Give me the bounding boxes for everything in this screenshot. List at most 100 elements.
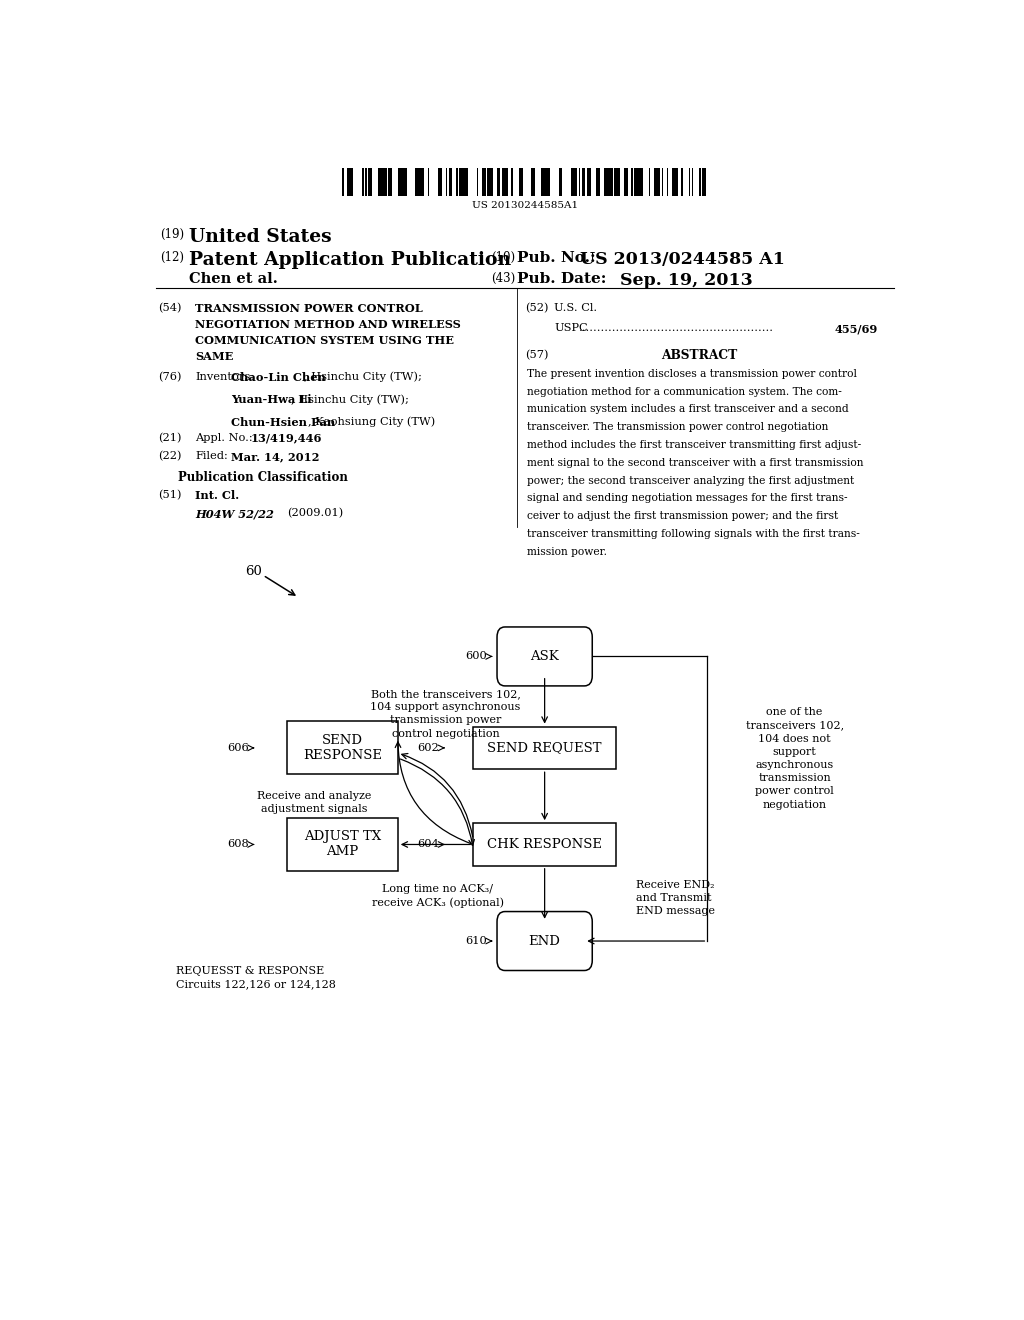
Bar — [369, 168, 372, 195]
Text: US 2013/0244585 A1: US 2013/0244585 A1 — [581, 251, 785, 268]
Bar — [473, 726, 616, 770]
Text: (2009.01): (2009.01) — [287, 508, 343, 519]
Text: United States: United States — [189, 227, 332, 246]
Text: ASK: ASK — [530, 649, 559, 663]
Bar — [624, 168, 628, 195]
Text: 610: 610 — [465, 936, 486, 946]
Bar — [438, 168, 442, 195]
Bar — [477, 168, 478, 195]
Text: (22): (22) — [158, 451, 181, 462]
Bar — [347, 168, 353, 195]
Bar — [449, 168, 453, 195]
Text: one of the
transceivers 102,
104 does not
support
asynchronous
transmission
powe: one of the transceivers 102, 104 does no… — [745, 708, 844, 809]
Text: Appl. No.:: Appl. No.: — [196, 433, 253, 442]
Text: SEND
RESPONSE: SEND RESPONSE — [303, 734, 382, 762]
Text: signal and sending negotiation messages for the first trans-: signal and sending negotiation messages … — [527, 494, 848, 503]
Bar — [667, 168, 669, 195]
Text: ment signal to the second transceiver with a first transmission: ment signal to the second transceiver wi… — [527, 458, 863, 467]
Text: Chao-Lin Chen: Chao-Lin Chen — [231, 372, 326, 383]
Text: (10): (10) — [492, 251, 516, 264]
Bar — [445, 168, 447, 195]
Text: Long time no ACK₃/
receive ACK₃ (optional): Long time no ACK₃/ receive ACK₃ (optiona… — [372, 884, 504, 908]
Text: (19): (19) — [160, 227, 184, 240]
Text: , Hsinchu City (TW);: , Hsinchu City (TW); — [304, 372, 422, 383]
Text: 602: 602 — [418, 743, 439, 752]
Bar — [634, 168, 643, 195]
Bar — [482, 168, 485, 195]
Text: 604: 604 — [418, 840, 439, 850]
Bar — [662, 168, 663, 195]
Text: Receive END₂
and Transmit
END message: Receive END₂ and Transmit END message — [636, 880, 715, 916]
Bar — [654, 168, 660, 195]
Bar — [502, 168, 508, 195]
Text: (51): (51) — [158, 490, 181, 500]
Bar — [631, 168, 633, 195]
Text: Inventors:: Inventors: — [196, 372, 254, 381]
Bar — [604, 168, 612, 195]
Bar — [378, 168, 387, 195]
Text: US 20130244585A1: US 20130244585A1 — [472, 201, 578, 210]
Bar — [582, 168, 586, 195]
Text: transceiver transmitting following signals with the first trans-: transceiver transmitting following signa… — [527, 529, 860, 539]
Bar — [362, 168, 364, 195]
Text: 60: 60 — [246, 565, 262, 578]
Text: SEND REQUEST: SEND REQUEST — [487, 742, 602, 755]
Text: The present invention discloses a transmission power control: The present invention discloses a transm… — [527, 368, 857, 379]
Text: ADJUST TX
AMP: ADJUST TX AMP — [304, 830, 381, 858]
Text: (12): (12) — [160, 251, 183, 264]
FancyBboxPatch shape — [497, 912, 592, 970]
Text: Publication Classification: Publication Classification — [178, 471, 348, 484]
Text: (76): (76) — [158, 372, 181, 383]
Text: ABSTRACT: ABSTRACT — [662, 350, 737, 363]
Text: Mar. 14, 2012: Mar. 14, 2012 — [231, 451, 319, 462]
Text: (52): (52) — [524, 302, 548, 313]
Text: Pub. Date:: Pub. Date: — [517, 272, 606, 286]
FancyBboxPatch shape — [497, 627, 592, 686]
Bar — [541, 168, 550, 195]
Bar — [342, 168, 344, 195]
Text: (57): (57) — [524, 350, 548, 360]
Text: Chun-Hsien Pan: Chun-Hsien Pan — [231, 417, 336, 428]
Text: 455/69: 455/69 — [835, 323, 878, 334]
Text: END: END — [528, 935, 560, 948]
Bar — [287, 818, 398, 871]
Bar — [587, 168, 591, 195]
Text: 600: 600 — [465, 652, 486, 661]
Text: Filed:: Filed: — [196, 451, 228, 461]
Bar — [512, 168, 513, 195]
Bar — [456, 168, 458, 195]
Bar — [681, 168, 683, 195]
Text: Receive and analyze
adjustment signals: Receive and analyze adjustment signals — [257, 791, 372, 814]
Text: method includes the first transceiver transmitting first adjust-: method includes the first transceiver tr… — [527, 440, 861, 450]
Bar — [497, 168, 501, 195]
Text: power; the second transceiver analyzing the first adjustment: power; the second transceiver analyzing … — [527, 475, 854, 486]
Bar — [397, 168, 407, 195]
Bar — [597, 168, 600, 195]
Text: , Kaohsiung City (TW): , Kaohsiung City (TW) — [308, 417, 435, 428]
Text: munication system includes a first transceiver and a second: munication system includes a first trans… — [527, 404, 849, 414]
Text: CHK RESPONSE: CHK RESPONSE — [487, 838, 602, 851]
Bar — [579, 168, 581, 195]
Text: 606: 606 — [227, 743, 249, 752]
Text: Yuan-Hwa Li: Yuan-Hwa Li — [231, 395, 311, 405]
Text: H04W 52/22: H04W 52/22 — [196, 508, 274, 519]
Bar — [287, 722, 398, 775]
Text: (43): (43) — [492, 272, 516, 285]
Text: ceiver to adjust the first transmission power; and the first: ceiver to adjust the first transmission … — [527, 511, 839, 521]
Bar — [559, 168, 562, 195]
Bar — [699, 168, 700, 195]
Bar — [649, 168, 650, 195]
Text: Chen et al.: Chen et al. — [189, 272, 278, 286]
Text: 608: 608 — [227, 840, 249, 850]
Bar — [702, 168, 706, 195]
Text: (54): (54) — [158, 302, 181, 313]
Bar — [519, 168, 522, 195]
Bar — [689, 168, 690, 195]
Text: U.S. Cl.: U.S. Cl. — [554, 302, 597, 313]
Text: Patent Application Publication: Patent Application Publication — [189, 251, 511, 269]
Bar — [614, 168, 621, 195]
Text: USPC: USPC — [554, 323, 588, 333]
Text: transceiver. The transmission power control negotiation: transceiver. The transmission power cont… — [527, 422, 828, 432]
Bar — [531, 168, 536, 195]
Bar — [416, 168, 424, 195]
